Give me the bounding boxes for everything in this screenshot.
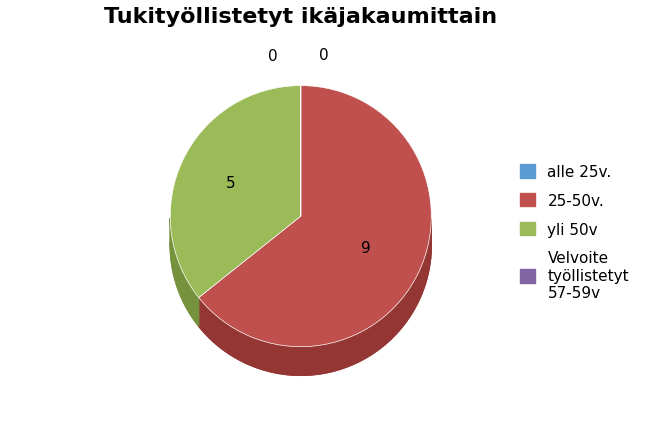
Wedge shape: [199, 86, 432, 347]
Text: 9: 9: [361, 240, 370, 255]
Polygon shape: [171, 219, 199, 326]
Title: Tukityöllistetyt ikäjakaumittain: Tukityöllistetyt ikäjakaumittain: [104, 7, 497, 27]
Text: 5: 5: [225, 175, 235, 190]
Polygon shape: [199, 219, 432, 375]
Legend: alle 25v., 25-50v., yli 50v, Velvoite
työllistetyt
57-59v: alle 25v., 25-50v., yli 50v, Velvoite ty…: [516, 160, 633, 305]
Text: 0: 0: [319, 48, 328, 63]
Text: 0: 0: [268, 49, 277, 64]
Polygon shape: [199, 219, 432, 375]
Wedge shape: [170, 86, 301, 298]
Polygon shape: [171, 219, 199, 326]
Ellipse shape: [170, 200, 432, 291]
